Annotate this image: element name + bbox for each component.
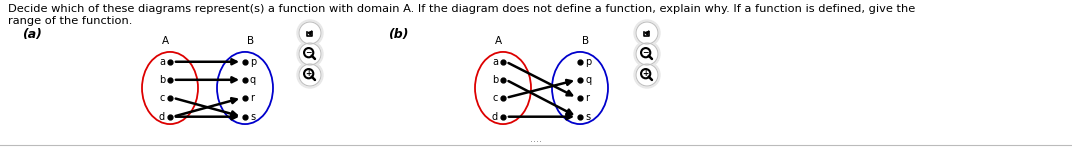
Text: ....: ....	[530, 134, 542, 144]
Text: A: A	[494, 36, 502, 46]
Circle shape	[636, 43, 658, 65]
Text: c: c	[493, 93, 498, 103]
Text: a: a	[492, 57, 498, 67]
Text: B: B	[582, 36, 590, 46]
Text: Decide which of these diagrams represent(s) a function with domain A. If the dia: Decide which of these diagrams represent…	[8, 4, 915, 14]
Text: A: A	[162, 36, 168, 46]
Circle shape	[299, 64, 321, 86]
Text: p: p	[250, 57, 256, 67]
Text: d: d	[159, 112, 165, 122]
Circle shape	[634, 20, 660, 46]
Text: q: q	[585, 75, 591, 85]
Text: +: +	[642, 69, 649, 78]
Text: a: a	[159, 57, 165, 67]
Text: b: b	[492, 75, 498, 85]
Text: range of the function.: range of the function.	[8, 16, 132, 26]
Text: p: p	[585, 57, 592, 67]
Text: (b): (b)	[388, 28, 408, 41]
Text: r: r	[585, 93, 589, 103]
Circle shape	[297, 41, 323, 67]
Circle shape	[636, 22, 658, 44]
Text: (a): (a)	[23, 28, 42, 41]
Text: s: s	[250, 112, 255, 122]
Text: −: −	[306, 48, 312, 57]
Text: s: s	[585, 112, 590, 122]
Circle shape	[297, 62, 323, 88]
Text: c: c	[160, 93, 165, 103]
Circle shape	[636, 64, 658, 86]
Circle shape	[634, 62, 660, 88]
Circle shape	[299, 43, 321, 65]
Circle shape	[299, 22, 321, 44]
Circle shape	[634, 41, 660, 67]
Text: −: −	[642, 48, 649, 57]
Text: +: +	[306, 69, 312, 78]
Circle shape	[297, 20, 323, 46]
Text: r: r	[250, 93, 254, 103]
Text: B: B	[248, 36, 254, 46]
Text: q: q	[250, 75, 256, 85]
Text: d: d	[492, 112, 498, 122]
Text: b: b	[159, 75, 165, 85]
